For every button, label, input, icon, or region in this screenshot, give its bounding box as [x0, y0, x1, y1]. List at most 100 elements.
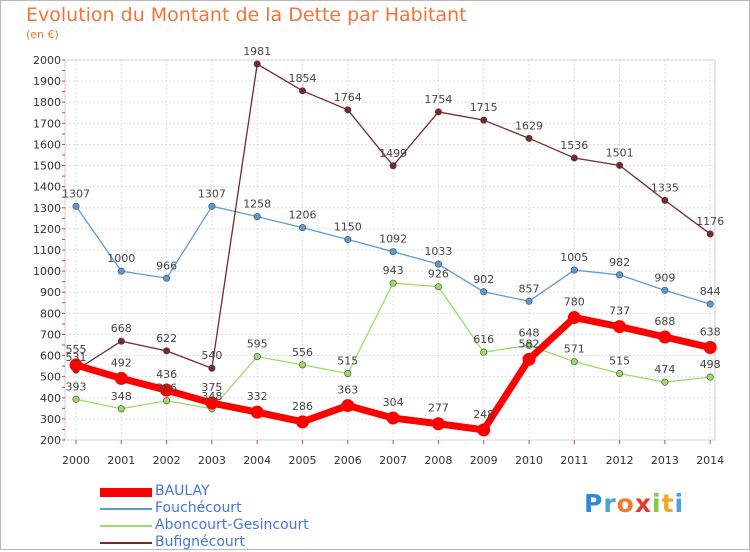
x-tick-label: 2009	[470, 454, 498, 467]
data-label: 1335	[651, 181, 679, 194]
y-tick-label: 1500	[33, 160, 61, 173]
data-point-baulay	[160, 383, 174, 397]
data-label: 909	[654, 271, 675, 284]
series-group	[69, 60, 717, 437]
data-point-baulay	[613, 320, 627, 334]
data-point-baulay	[341, 399, 355, 413]
data-point-aboncourt-gesincourt	[480, 348, 488, 356]
data-point-fouchecourt	[208, 202, 216, 210]
data-point-fouchecourt	[72, 202, 80, 210]
data-point-fouchecourt	[525, 297, 533, 305]
data-label: 616	[473, 333, 494, 346]
x-tick-label: 2007	[379, 454, 407, 467]
data-point-fouchecourt	[661, 286, 669, 294]
data-point-bufignecourt	[208, 364, 216, 372]
data-point-aboncourt-gesincourt	[706, 373, 714, 381]
data-label: 1206	[289, 209, 317, 222]
x-tick-label: 2006	[334, 454, 362, 467]
data-point-bufignecourt	[389, 162, 397, 170]
data-point-bufignecourt	[525, 134, 533, 142]
data-point-bufignecourt	[661, 196, 669, 204]
data-label: 1536	[560, 139, 588, 152]
data-point-fouchecourt	[344, 235, 352, 243]
data-point-bufignecourt	[480, 116, 488, 124]
data-point-aboncourt-gesincourt	[253, 353, 261, 361]
data-label: 540	[201, 349, 222, 362]
data-point-baulay	[567, 311, 581, 325]
data-label: 1307	[62, 187, 90, 200]
x-tick-label: 2003	[198, 454, 226, 467]
data-point-fouchecourt	[163, 274, 171, 282]
data-point-fouchecourt	[480, 288, 488, 296]
data-label: 375	[201, 381, 222, 394]
data-label: 1715	[470, 101, 498, 114]
x-tick-label: 2002	[153, 454, 181, 467]
data-label: 1764	[334, 91, 362, 104]
data-label: 304	[383, 396, 404, 409]
legend-label: BAULAY	[155, 483, 210, 499]
data-point-fouchecourt	[253, 213, 261, 221]
proxiti-logo: Proxiti	[584, 489, 685, 518]
data-label: 1176	[696, 215, 724, 228]
y-tick-label: 1400	[33, 181, 61, 194]
legend-label: Bufignécourt	[155, 534, 246, 550]
data-label: 1501	[606, 146, 634, 159]
data-label: 1854	[289, 72, 317, 85]
data-point-fouchecourt	[298, 224, 306, 232]
y-tick-label: 600	[40, 350, 61, 363]
data-label: 1754	[424, 93, 452, 106]
x-tick-label: 2005	[289, 454, 317, 467]
legend-swatch	[100, 508, 152, 510]
axes: 200 300 400 500 600 700 800 900 1000 1100 1200 1300…	[33, 54, 724, 467]
data-label: 648	[519, 326, 540, 339]
data-point-aboncourt-gesincourt	[389, 279, 397, 287]
chart-title: Evolution du Montant de la Dette par Hab…	[26, 4, 467, 26]
data-point-fouchecourt	[616, 271, 624, 279]
data-label: 943	[383, 264, 404, 277]
data-label: 277	[428, 402, 449, 415]
y-tick-label: 300	[40, 413, 61, 426]
data-point-bufignecourt	[253, 60, 261, 68]
y-tick-label: 1300	[33, 202, 61, 215]
data-point-baulay	[114, 371, 128, 385]
data-point-fouchecourt	[117, 267, 125, 275]
data-label: 668	[111, 322, 132, 335]
data-point-aboncourt-gesincourt	[163, 397, 171, 405]
x-tick-label: 2004	[243, 454, 271, 467]
y-tick-label: 1100	[33, 244, 61, 257]
legend-swatch	[100, 542, 152, 544]
y-tick-label: 1700	[33, 117, 61, 130]
data-point-bufignecourt	[570, 154, 578, 162]
data-point-baulay	[250, 405, 264, 419]
data-point-aboncourt-gesincourt	[298, 361, 306, 369]
data-point-baulay	[658, 330, 672, 344]
data-point-aboncourt-gesincourt	[661, 378, 669, 386]
data-label: 857	[519, 282, 540, 295]
data-point-bufignecourt	[706, 230, 714, 238]
data-label: 582	[519, 337, 540, 350]
data-point-aboncourt-gesincourt	[525, 341, 533, 349]
data-label: 1258	[243, 198, 271, 211]
data-label: 348	[111, 390, 132, 403]
data-label: 780	[564, 296, 585, 309]
legend-swatch	[100, 487, 152, 497]
data-point-baulay	[386, 411, 400, 425]
data-label: 1000	[107, 252, 135, 265]
data-label: 348	[201, 390, 222, 403]
data-label: 332	[247, 390, 268, 403]
data-point-baulay	[296, 415, 309, 429]
y-tick-label: 2000	[33, 54, 61, 67]
data-label: 498	[700, 358, 721, 371]
data-point-fouchecourt	[570, 266, 578, 274]
data-point-baulay	[69, 358, 83, 372]
x-tick-label: 2011	[560, 454, 588, 467]
data-label: 688	[654, 315, 675, 328]
data-point-fouchecourt	[389, 248, 397, 256]
data-label: 737	[609, 305, 630, 318]
x-tick-label: 2008	[424, 454, 452, 467]
y-tick-label: 400	[40, 392, 61, 405]
legend-label: Aboncourt-Gesincourt	[155, 517, 309, 533]
x-tick-label: 2001	[107, 454, 135, 467]
